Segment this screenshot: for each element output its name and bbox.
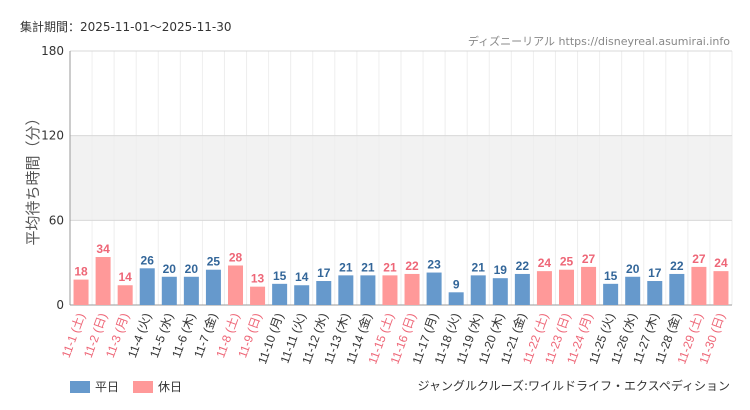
bar-value-label: 9 xyxy=(453,277,460,291)
bar xyxy=(316,281,332,305)
holiday-swatch xyxy=(133,380,154,393)
bar xyxy=(625,276,641,305)
bar xyxy=(338,275,354,305)
attraction-name: ジャングルクルーズ:ワイルドライフ・エクスペディション xyxy=(417,379,730,393)
bar-value-label: 34 xyxy=(96,242,110,256)
bar-value-label: 22 xyxy=(516,259,530,273)
bar-value-label: 24 xyxy=(538,256,552,270)
bar xyxy=(536,271,552,305)
bar-value-label: 20 xyxy=(185,262,199,276)
bar xyxy=(404,273,420,305)
bar xyxy=(669,273,685,305)
bar-value-label: 21 xyxy=(472,260,486,274)
bar-value-label: 14 xyxy=(118,270,132,284)
bar-value-label: 20 xyxy=(626,262,640,276)
chart-legend: 平日 休日 xyxy=(70,378,182,395)
y-tick-label: 120 xyxy=(41,129,64,143)
bar xyxy=(426,272,442,305)
bar xyxy=(73,279,89,305)
weekday-swatch xyxy=(70,380,90,393)
y-tick-label: 0 xyxy=(56,298,64,312)
bar-value-label: 20 xyxy=(163,262,177,276)
legend-weekday-label: 平日 xyxy=(95,380,120,394)
bar-value-label: 21 xyxy=(339,260,353,274)
bar-value-label: 21 xyxy=(383,260,397,274)
bar-value-label: 25 xyxy=(207,255,221,269)
bar xyxy=(713,271,729,305)
y-tick-label: 60 xyxy=(49,213,64,227)
bar xyxy=(603,283,619,305)
bar-value-label: 13 xyxy=(251,272,265,286)
bar-value-label: 28 xyxy=(229,250,243,264)
bar-value-label: 22 xyxy=(670,259,684,273)
y-tick-label: 180 xyxy=(41,44,64,58)
legend-holiday: 休日 xyxy=(133,378,182,395)
bar xyxy=(95,257,111,305)
bar-value-label: 15 xyxy=(273,269,287,283)
bar-value-label: 18 xyxy=(74,265,88,279)
bar xyxy=(581,266,597,305)
y-axis-title: 平均待ち時間（分） xyxy=(24,110,42,245)
bar xyxy=(227,265,244,305)
bar xyxy=(382,275,398,305)
bar xyxy=(492,278,508,305)
bar-value-label: 27 xyxy=(692,252,706,266)
bar-value-label: 27 xyxy=(582,252,596,266)
bar-value-label: 19 xyxy=(494,263,508,277)
bar xyxy=(205,269,221,305)
bar xyxy=(183,276,199,305)
bar xyxy=(470,275,486,305)
bar-value-label: 25 xyxy=(560,255,574,269)
bar-value-label: 17 xyxy=(317,266,331,280)
bar-value-label: 17 xyxy=(648,266,662,280)
bar-value-label: 26 xyxy=(141,253,155,267)
bar-value-label: 15 xyxy=(604,269,618,283)
bar xyxy=(272,283,288,305)
bar xyxy=(448,292,464,305)
bar-value-label: 21 xyxy=(361,260,375,274)
bar xyxy=(647,281,663,305)
bar-value-label: 24 xyxy=(714,256,728,270)
bar xyxy=(161,276,177,305)
bar xyxy=(691,266,707,305)
bar-value-label: 23 xyxy=(427,258,441,272)
bar xyxy=(360,275,376,305)
bar-value-label: 22 xyxy=(405,259,419,273)
bar xyxy=(117,285,133,305)
bar xyxy=(139,268,155,305)
source-credit[interactable]: ディズニーリアル https://disneyreal.asumirai.inf… xyxy=(467,35,730,48)
collection-period: 集計期間：2025-11-01～2025-11-30 xyxy=(20,20,232,34)
legend-holiday-label: 休日 xyxy=(158,380,183,394)
legend-weekday: 平日 xyxy=(70,378,119,395)
bar xyxy=(250,286,266,305)
bar xyxy=(558,269,575,305)
bar xyxy=(294,285,310,305)
bar xyxy=(514,273,530,305)
bar-value-label: 14 xyxy=(295,270,309,284)
